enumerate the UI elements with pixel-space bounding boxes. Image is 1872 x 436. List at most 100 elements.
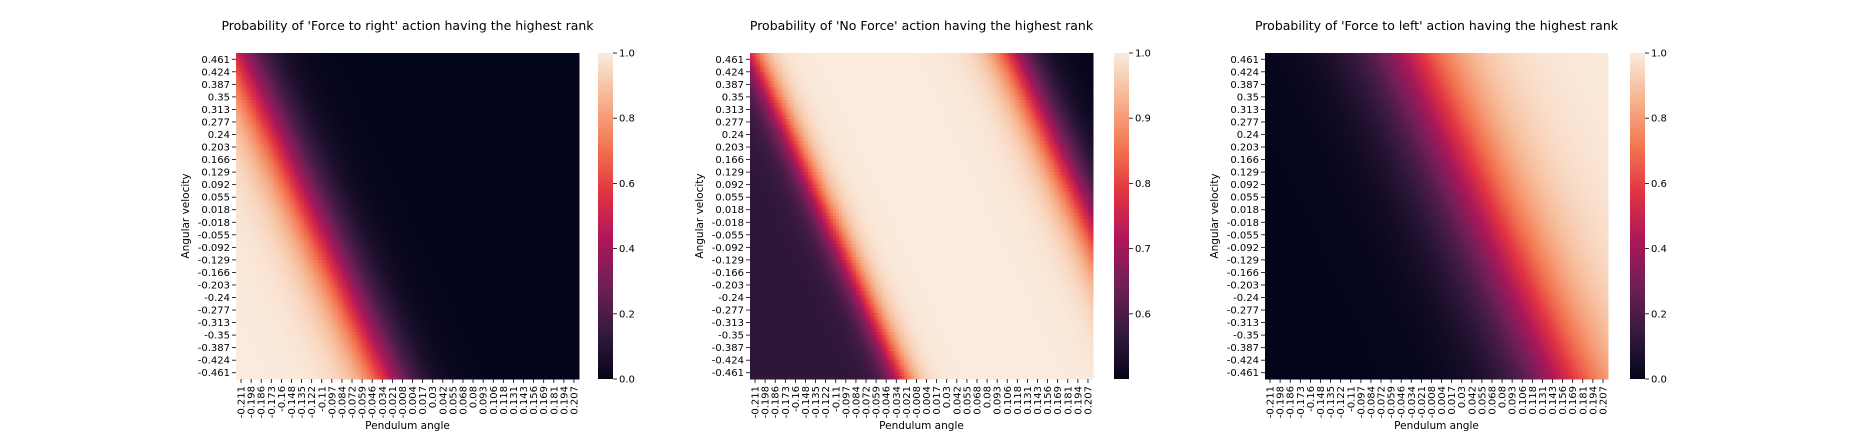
heatmap-cell (311, 62, 315, 67)
heatmap-cell (362, 90, 366, 95)
heatmap-cell (505, 90, 509, 95)
heatmap-cell (465, 96, 469, 101)
heatmap-cell (541, 90, 545, 95)
heatmap-cell (558, 53, 562, 57)
heatmap-cell (561, 68, 565, 73)
heatmap-cell (339, 59, 343, 63)
heatmap-cell (243, 74, 247, 79)
heatmap-cell (283, 84, 288, 89)
heatmap-cell (321, 68, 325, 73)
heatmap-cell (538, 90, 542, 95)
heatmap-cell (258, 96, 262, 101)
heatmap-cell (349, 68, 353, 73)
heatmap-cell (410, 87, 414, 92)
heatmap-cell (576, 71, 580, 76)
heatmap-cell (251, 71, 255, 76)
heatmap-cell (236, 90, 240, 95)
heatmap-cell (518, 65, 522, 70)
heatmap-cell (248, 56, 252, 60)
heatmap-cell (546, 59, 550, 63)
heatmap-cell (394, 87, 399, 92)
heatmap-cell (251, 65, 255, 70)
heatmap-cell (404, 74, 409, 79)
heatmap-cell (495, 71, 499, 76)
heatmap-cell (473, 68, 477, 73)
heatmap-cell (306, 53, 310, 57)
heatmap-cell (505, 78, 509, 82)
heatmap-cell (490, 81, 494, 85)
heatmap-cell (256, 53, 260, 57)
heatmap-cell (352, 56, 356, 60)
heatmap-cell (346, 65, 351, 70)
heatmap-cell (258, 65, 262, 70)
heatmap-cell (561, 93, 565, 98)
heatmap-cell (538, 78, 542, 82)
heatmap-cell (563, 84, 567, 89)
heatmap-cell (445, 59, 449, 63)
heatmap-cell (324, 71, 328, 76)
heatmap-cell (243, 78, 247, 82)
heatmap-cell (518, 100, 522, 104)
heatmap-cell (344, 65, 348, 70)
heatmap-cell (384, 59, 388, 63)
heatmap-cell (531, 90, 535, 95)
heatmap-cell (263, 90, 267, 95)
heatmap-cell (258, 53, 262, 57)
heatmap-cell (314, 81, 318, 85)
heatmap-cell (387, 93, 391, 98)
heatmap-cell (399, 96, 404, 101)
heatmap-cell (533, 87, 537, 92)
heatmap-cell (526, 68, 530, 73)
heatmap-cell (505, 96, 509, 101)
heatmap-cell (394, 65, 399, 70)
heatmap-cell (462, 65, 467, 70)
heatmap-cell (508, 53, 512, 57)
heatmap-cell (465, 87, 469, 92)
heatmap-cell (533, 78, 537, 82)
heatmap-cell (273, 100, 277, 104)
heatmap-cell (480, 81, 484, 85)
heatmap-cell (503, 93, 507, 98)
heatmap-cell (571, 62, 575, 67)
heatmap-cell (349, 56, 353, 60)
heatmap-cell (243, 59, 247, 63)
heatmap-cell (349, 96, 353, 101)
heatmap-cell (319, 71, 323, 76)
heatmap-cell (299, 81, 303, 85)
heatmap-cell (528, 81, 532, 85)
heatmap-cell (455, 53, 459, 57)
heatmap-cell (561, 56, 565, 60)
heatmap-cell (513, 68, 517, 73)
heatmap-cell (399, 65, 404, 70)
heatmap-cell (508, 90, 512, 95)
heatmap-cell (513, 59, 517, 63)
heatmap-cell (339, 78, 343, 82)
heatmap-cell (576, 56, 580, 60)
heatmap-cell (488, 71, 492, 76)
heatmap-cell (576, 90, 580, 95)
heatmap-cell (349, 93, 353, 98)
heatmap-cell (316, 84, 320, 89)
heatmap-cell (394, 56, 399, 60)
heatmap-cell (457, 59, 462, 63)
heatmap-cell (407, 56, 411, 60)
heatmap-cell (374, 59, 378, 63)
heatmap-cell (437, 65, 441, 70)
heatmap-cell (382, 96, 386, 101)
heatmap-cell (475, 87, 479, 92)
heatmap-cell (533, 71, 537, 76)
heatmap-cell (445, 81, 449, 85)
heatmap-cell (548, 90, 552, 95)
heatmap-cell (553, 81, 557, 85)
heatmap-cell (435, 96, 439, 101)
heatmap-cell (362, 56, 366, 60)
heatmap-cell (503, 87, 507, 92)
heatmap-cell (452, 93, 457, 98)
heatmap-cell (306, 68, 310, 73)
heatmap-cell (286, 81, 290, 85)
heatmap-cell (319, 84, 323, 89)
heatmap-cell (331, 65, 335, 70)
heatmap-cell (450, 62, 454, 67)
heatmap-cell (339, 56, 343, 60)
heatmap-cell (334, 87, 338, 92)
